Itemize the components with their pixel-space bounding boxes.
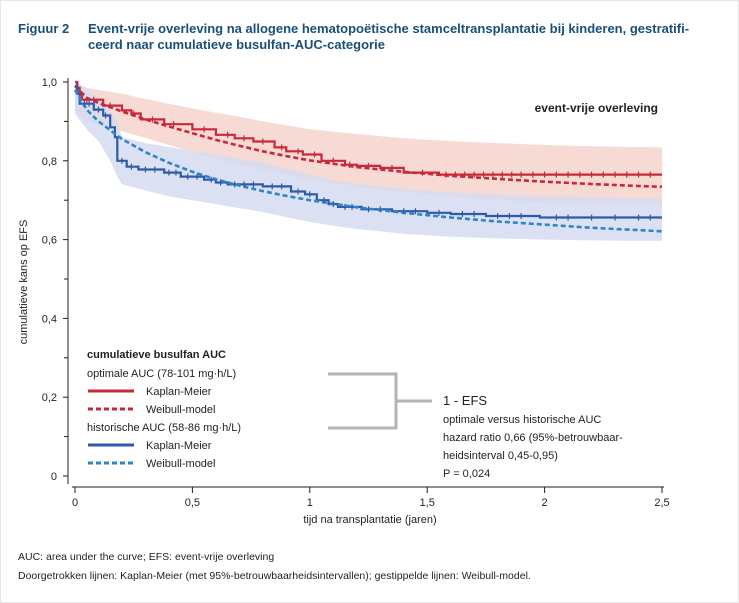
annotation-line-4: P = 0,024 (443, 468, 490, 480)
axis-ticks: 0 0,2 0,4 0,6 0,8 1,0 0 0,5 1 1,5 2 2,5 (42, 77, 670, 509)
footnote-abbreviations: AUC: area under the curve; EFS: event-vr… (18, 551, 275, 563)
figure-title: Event-vrije overleving na allogene hemat… (88, 21, 728, 53)
footnote-line-styles: Doorgetrokken lijnen: Kaplan-Meier (met … (18, 570, 531, 582)
x-tick-label: 2,5 (654, 497, 669, 509)
figure-title-line-1: Event-vrije overleving na allogene hemat… (88, 21, 690, 36)
bracket-shape (328, 372, 432, 430)
legend-group-optimal: optimale AUC (78-101 mg·h/L) (87, 368, 236, 380)
comparison-bracket (328, 372, 432, 430)
series-historic-weibull (73, 89, 663, 233)
y-tick-label: 0,4 (42, 313, 57, 325)
comparison-annotation: 1 - EFS optimale versus historische AUC … (443, 393, 623, 480)
series-optimal-km (75, 80, 662, 176)
legend-label-optimal-weibull: Weibull-model (146, 404, 216, 416)
x-tick-label: 0,5 (185, 497, 200, 509)
y-tick-label: 0,2 (42, 392, 57, 404)
annotation-line-2: hazard ratio 0,66 (95%-betrouwbaar- (443, 432, 623, 444)
efs-chart: 0 0,2 0,4 0,6 0,8 1,0 0 0,5 1 1,5 2 2,5 cumulatieve… (18, 77, 670, 526)
series-optimal-weibull (74, 84, 663, 189)
legend-group-historic: historische AUC (58-86 mg·h/L) (87, 422, 241, 434)
x-tick-label: 2 (542, 497, 548, 509)
figure-title-line-2: ceerd naar cumulatieve busulfan-AUC-cate… (88, 37, 385, 52)
x-axis-label: tijd na transplantatie (jaren) (303, 514, 436, 526)
legend-label-historic-weibull: Weibull-model (146, 458, 216, 470)
chart-title: event-vrije overleving (535, 101, 658, 115)
y-tick-label: 1,0 (42, 77, 57, 89)
legend-heading: cumulatieve busulfan AUC (87, 349, 226, 361)
legend: cumulatieve busulfan AUC optimale AUC (7… (87, 349, 241, 470)
legend-label-historic-km: Kaplan-Meier (146, 440, 212, 452)
annotation-line-1: optimale versus historische AUC (443, 414, 601, 426)
x-tick-label: 1 (307, 497, 313, 509)
annotation-line-3: heidsinterval 0,45-0,95) (443, 450, 558, 462)
legend-label-optimal-km: Kaplan-Meier (146, 386, 212, 398)
series-lines (73, 80, 663, 233)
axes (67, 78, 664, 488)
y-tick-label: 0,8 (42, 156, 57, 168)
annotation-title: 1 - EFS (443, 393, 487, 408)
ci-band-historic (75, 82, 662, 241)
y-tick-label: 0,6 (42, 235, 57, 247)
x-tick-label: 0 (72, 497, 78, 509)
y-axis-label: cumulatieve kans op EFS (18, 220, 30, 345)
figure-label: Figuur 2 (18, 21, 70, 36)
y-tick-label: 0 (51, 471, 57, 483)
censor-marks (83, 96, 651, 221)
x-tick-label: 1,5 (420, 497, 435, 509)
